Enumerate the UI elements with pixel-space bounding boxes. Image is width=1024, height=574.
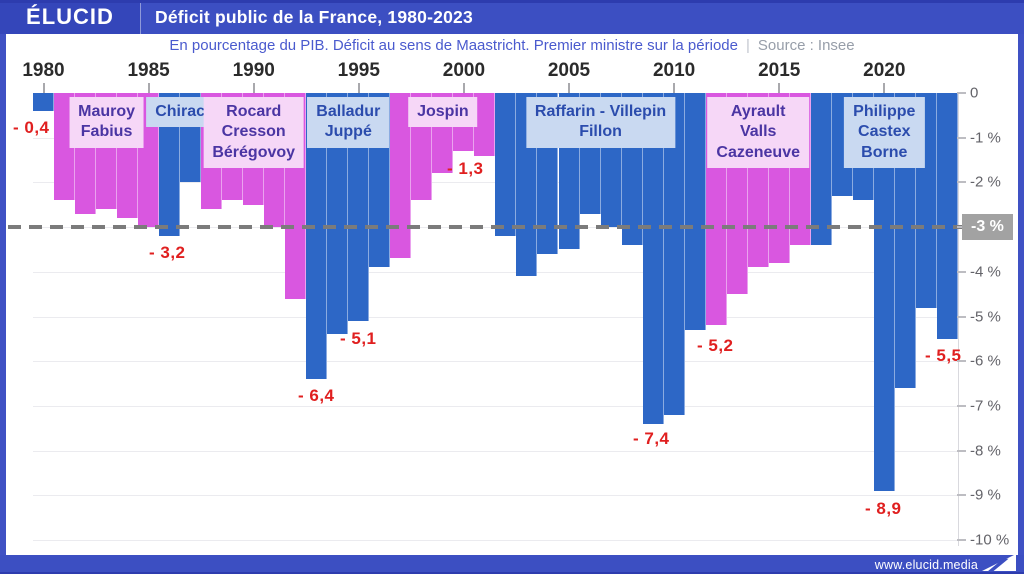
deficit-bar-2011 — [684, 93, 706, 330]
pm-label-raffarinvillepin: Raffarin - Villepin Fillon — [525, 97, 676, 148]
maastricht-reference-line — [8, 225, 962, 230]
gridline-7 — [33, 405, 958, 407]
value-label-1993: - 6,4 — [298, 386, 335, 405]
x-axis-tick — [462, 83, 465, 93]
frame-left — [0, 0, 6, 574]
gridline-5 — [33, 316, 958, 318]
x-axis-label-2020: 2020 — [863, 60, 906, 81]
value-label-1986: - 3,2 — [149, 243, 186, 262]
reference-badge: -3 % — [962, 214, 1013, 241]
elucid-logo-block: ÉLUCID — [0, 0, 141, 34]
y-axis-label: -1 % — [970, 129, 1001, 147]
gridline-10 — [33, 540, 958, 541]
y-axis-label: -7 % — [970, 397, 1001, 415]
elucid-arrow-icon — [982, 554, 1016, 571]
y-axis-label: -4 % — [970, 263, 1001, 281]
value-label-2020: - 8,9 — [865, 499, 902, 518]
gridline-6 — [33, 361, 958, 363]
y-axis-tick — [957, 226, 966, 229]
deficit-bar-2002 — [495, 93, 517, 237]
elucid-logo: ÉLUCID — [26, 4, 114, 29]
gridline-8 — [33, 450, 958, 452]
x-axis-label-1990: 1990 — [232, 60, 275, 81]
deficit-bar-2020 — [873, 93, 895, 491]
deficit-bar-2017 — [810, 93, 832, 245]
deficit-bar-2023 — [936, 93, 958, 339]
deficit-bar-1986 — [159, 93, 181, 237]
pm-label-rocard: Rocard Cresson Bérégovoy — [203, 97, 305, 169]
y-axis-label: -9 % — [970, 486, 1001, 504]
x-axis-tick — [568, 83, 570, 93]
pm-label-mauroy: Mauroy Fabius — [69, 97, 145, 148]
value-label-2011: - 5,2 — [697, 336, 734, 355]
y-axis-tick — [957, 539, 966, 541]
x-axis-tick — [673, 83, 676, 93]
x-axis-label-1995: 1995 — [337, 60, 380, 81]
y-axis-tick — [957, 449, 966, 452]
y-axis-tick — [957, 315, 966, 318]
x-axis-label-1985: 1985 — [127, 60, 170, 81]
page-title: Déficit public de la France, 1980-2023 — [155, 6, 473, 27]
y-axis-tick — [957, 181, 966, 184]
deficit-bar-2009 — [642, 93, 664, 424]
subtitle-separator: | — [745, 37, 750, 54]
deficit-bar-2001 — [474, 93, 496, 156]
value-label-1995: - 5,1 — [340, 329, 377, 348]
x-axis-tick — [252, 83, 255, 93]
deficit-bar-1993 — [306, 93, 328, 380]
y-axis-label: -5 % — [970, 308, 1001, 325]
deficit-bar-1980 — [33, 93, 55, 111]
footer-url: www.elucid.media — [874, 557, 978, 572]
y-axis-tick — [957, 270, 966, 273]
subtitle-row: En pourcentage du PIB. Déficit au sens d… — [6, 34, 1018, 57]
y-axis-label: -2 % — [970, 173, 1001, 191]
y-axis-tick — [957, 92, 966, 94]
y-axis-label: 0 — [970, 84, 979, 102]
x-axis-label-1980: 1980 — [22, 60, 65, 81]
chart-subtitle: En pourcentage du PIB. Déficit au sens d… — [169, 37, 738, 54]
y-axis-label: -10 % — [970, 531, 1010, 549]
value-label-2023: - 5,5 — [925, 346, 962, 365]
pm-label-philippe: Philippe Castex Borne — [844, 97, 925, 169]
header-bar: ÉLUCID Déficit public de la France, 1980… — [0, 0, 1024, 34]
value-label-2009: - 7,4 — [633, 429, 670, 448]
gridline-9 — [33, 495, 958, 497]
x-axis-tick — [42, 83, 45, 93]
subtitle-source: Source : Insee — [757, 37, 855, 54]
deficit-bar-1995 — [348, 93, 370, 321]
y-axis-line — [958, 93, 959, 546]
x-axis-label-2015: 2015 — [758, 60, 801, 81]
y-axis-tick — [957, 136, 966, 139]
frame-right — [1018, 0, 1024, 574]
y-axis-label: -8 % — [970, 442, 1001, 460]
pm-label-jospin: Jospin — [408, 97, 478, 128]
x-axis-tick — [883, 83, 886, 93]
x-axis-label-2000: 2000 — [442, 60, 486, 81]
footer-bar: www.elucid.media — [0, 555, 1024, 574]
x-axis-label-2005: 2005 — [547, 60, 591, 81]
gridline-4 — [33, 271, 958, 273]
deficit-bar-2010 — [663, 93, 685, 415]
value-label-1980: - 0,4 — [13, 118, 50, 137]
value-label-2000: - 1,3 — [447, 159, 484, 178]
x-axis-tick — [357, 83, 360, 93]
y-axis-label: -6 % — [970, 352, 1001, 370]
y-axis-tick — [957, 404, 966, 407]
deficit-bar-1997 — [390, 93, 412, 259]
y-axis-tick — [957, 360, 966, 363]
deficit-bar-1994 — [327, 93, 349, 335]
pm-label-balladur: Balladur Juppé — [307, 97, 390, 148]
x-axis-tick — [147, 83, 150, 93]
chart-area: 0 -1 % -2 % -3 % -4 % -5 % -6 % -7 % -8 % -9 % -10… — [6, 57, 1018, 555]
pm-label-ayrault: Ayrault Valls Cazeneuve — [707, 97, 809, 169]
y-axis-tick — [957, 494, 966, 497]
pm-label-chirac: Chirac — [146, 97, 215, 128]
x-axis-label-2010: 2010 — [652, 60, 696, 81]
x-axis-tick — [778, 83, 781, 93]
